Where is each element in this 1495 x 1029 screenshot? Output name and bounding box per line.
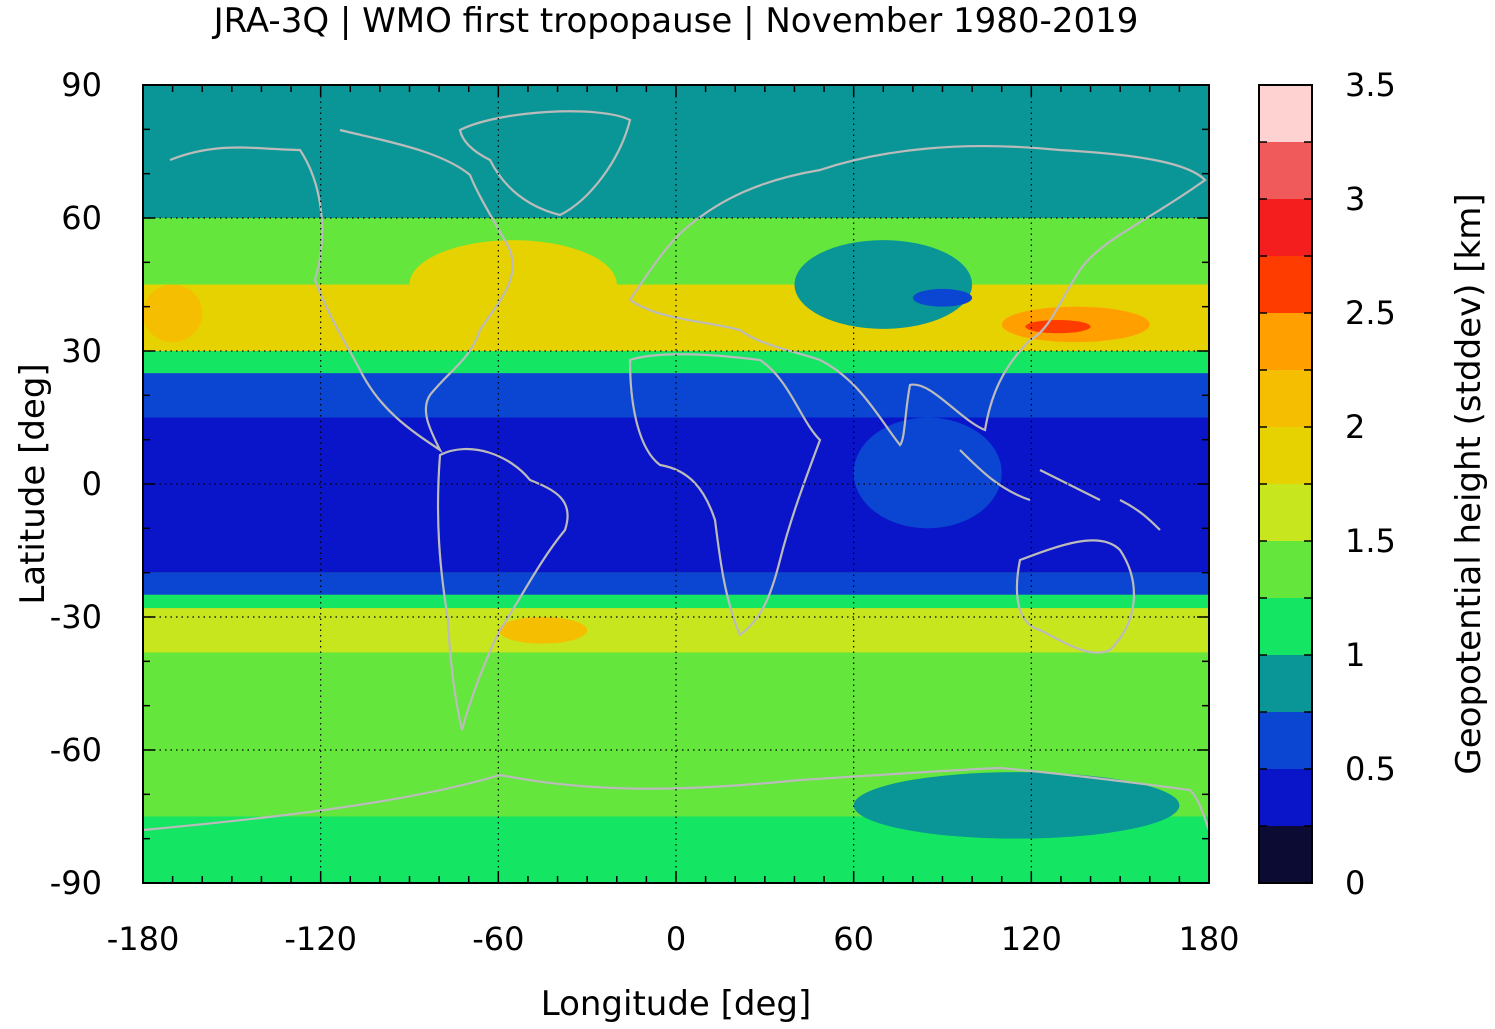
colorbar-tick-label: 3.5 [1345,66,1396,104]
colorbar-tick-label: 2 [1345,408,1365,446]
coastline-europe-asia [629,144,1207,447]
x-tick-label: 120 [1001,920,1062,958]
colorbar-cell [1259,484,1312,541]
colorbar-tick-label: 0.5 [1345,750,1396,788]
y-tick-label: -60 [50,731,102,769]
colorbar-cell [1259,85,1312,142]
band-cell [143,572,1209,595]
feature-cell [853,417,1002,529]
coastline-greenland [458,110,632,217]
x-axis-label: Longitude [deg] [541,984,812,1024]
colorbar-tick-label: 1.5 [1345,522,1396,560]
x-axis: -180 -120 -60 0 60 120 180 [107,85,1240,958]
colorbar-cell [1259,541,1312,598]
feature-cell [143,284,203,343]
x-tick-label: 180 [1178,920,1239,958]
y-axis-label: Latitude [deg] [13,363,53,604]
feature-cell [498,617,588,644]
colorbar-cell [1259,256,1312,313]
feature-cell [853,772,1180,839]
x-tick-label: 0 [666,920,686,958]
x-tick-label: -180 [107,920,180,958]
feature-cell [409,240,617,329]
coastline-north-america [169,128,514,454]
chart-title: JRA-3Q | WMO first tropopause | November… [212,1,1139,41]
y-tick-label: -30 [50,598,102,636]
colorbar [1259,85,1312,883]
band-cell [143,351,1209,374]
x-tick-label: -60 [472,920,524,958]
colorbar-cell [1259,769,1312,826]
colorbar-cell [1259,655,1312,712]
coastline-australia [1015,539,1136,654]
y-tick-label: -90 [50,864,102,902]
x-tick-label: 60 [833,920,874,958]
colorbar-cell [1259,313,1312,370]
y-axis: -90 -60 -30 0 30 60 90 [50,66,1209,902]
colorbar-cell [1259,370,1312,427]
y-tick-label: 90 [61,66,102,104]
colorbar-cell [1259,712,1312,769]
coastline-south-america [436,447,569,731]
y-tick-label: 0 [82,465,102,503]
band-cell [143,594,1209,609]
grid [143,85,1209,883]
colorbar-cell [1259,826,1312,883]
colorbar-cell [1259,598,1312,655]
colorbar-cell [1259,142,1312,199]
coastlines [143,110,1209,832]
x-tick-label: -120 [284,920,357,958]
colorbar-tick-label: 1 [1345,636,1365,674]
colorbar-label: Geopotential height (stddev) [km] [1449,193,1489,774]
colorbar-tick-label: 0 [1345,864,1365,902]
feature-cell [1025,319,1091,334]
y-tick-label: 30 [61,332,102,370]
colorbar-tick-label: 2.5 [1345,294,1396,332]
colorbar-tick-label: 3 [1345,180,1365,218]
coastline-antarctica [143,766,1209,832]
y-tick-label: 60 [61,199,102,237]
colorbar-cell [1259,427,1312,484]
colorbar-cell [1259,199,1312,256]
feature-layer [143,240,1180,839]
coastline-africa [628,353,822,637]
coastline-indonesia [959,449,1161,531]
feature-cell [912,288,973,307]
colorbar-axis: 0 0.5 1 1.5 2 2.5 3 3.5 [1259,66,1396,902]
feature-cell [794,240,973,329]
